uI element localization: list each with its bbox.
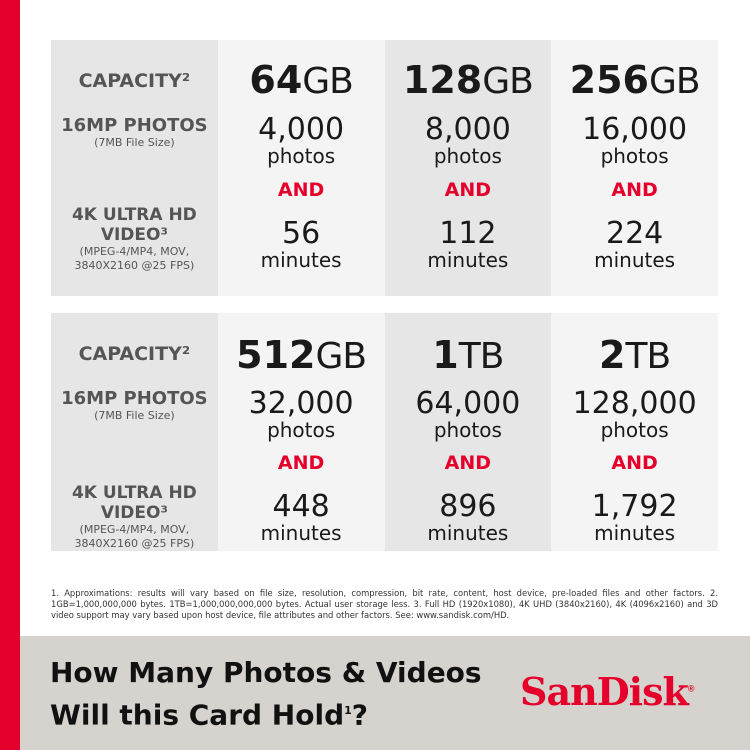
and-label: AND — [611, 179, 658, 201]
video-minutes: 1,792 minutes — [591, 489, 678, 545]
photos-label: 16MP PHOTOS (7MB File Size) — [61, 115, 208, 150]
capacity-value: 128GB — [402, 58, 534, 102]
video-minutes: 112 minutes — [427, 216, 509, 272]
video-label: 4K ULTRA HD VIDEO³ (MPEG-4/MP4, MOV, 3840… — [71, 205, 197, 272]
footnote: 1. Approximations: results will vary bas… — [51, 588, 718, 620]
footer-band: How Many Photos & Videos Will this Card … — [20, 636, 750, 750]
video-minutes: 896 minutes — [427, 489, 509, 545]
capacity-label: CAPACITY² — [78, 70, 191, 92]
capacity-value: 64GB — [249, 58, 353, 102]
capacity-column: 128GB 8,000 photos AND 112 minutes — [384, 40, 552, 296]
and-label: AND — [611, 452, 658, 474]
headline: How Many Photos & Videos Will this Card … — [50, 654, 482, 734]
headline-line2: Will this Card Hold — [50, 698, 345, 732]
photo-count: 32,000 photos — [248, 386, 354, 442]
photo-count: 64,000 photos — [415, 386, 521, 442]
photo-count: 128,000 photos — [572, 386, 697, 442]
video-minutes: 56 minutes — [260, 216, 342, 272]
video-label: 4K ULTRA HD VIDEO³ (MPEG-4/MP4, MOV, 3840… — [71, 483, 197, 550]
capacity-column: 256GB 16,000 photos AND 224 minutes — [551, 40, 718, 296]
and-label: AND — [277, 452, 325, 474]
footnote-ref: 1 — [344, 704, 352, 717]
capacity-table: CAPACITY² 16MP PHOTOS (7MB File Size) 4K … — [51, 313, 718, 551]
capacity-column: 1TB 64,000 photos AND 896 minutes — [384, 313, 552, 551]
capacity-value: 1TB — [432, 333, 504, 377]
capacity-value: 512GB — [236, 333, 367, 377]
video-minutes: 448 minutes — [260, 489, 342, 545]
photo-count: 8,000 photos — [424, 112, 511, 168]
and-label: AND — [444, 179, 492, 201]
headline-line1: How Many Photos & Videos — [50, 656, 482, 689]
capacity-value: 2TB — [599, 333, 671, 377]
label-column: CAPACITY² 16MP PHOTOS (7MB File Size) 4K … — [51, 40, 218, 296]
and-label: AND — [444, 452, 492, 474]
capacity-column: 2TB 128,000 photos AND 1,792 minutes — [551, 313, 718, 551]
video-minutes: 224 minutes — [594, 216, 676, 272]
capacity-value: 256GB — [569, 58, 701, 102]
label-column: CAPACITY² 16MP PHOTOS (7MB File Size) 4K … — [51, 313, 218, 551]
question-mark: ? — [351, 698, 369, 732]
photos-label: 16MP PHOTOS (7MB File Size) — [61, 388, 208, 423]
capacity-table: CAPACITY² 16MP PHOTOS (7MB File Size) 4K … — [51, 40, 718, 296]
photo-count: 4,000 photos — [258, 112, 345, 168]
capacity-column: 512GB 32,000 photos AND 448 minutes — [217, 313, 385, 551]
capacity-column: 64GB 4,000 photos AND 56 minutes — [217, 40, 385, 296]
sandisk-logo: SanDisk® — [520, 669, 694, 714]
photo-count: 16,000 photos — [582, 112, 688, 168]
capacity-label: CAPACITY² — [78, 343, 191, 365]
brand-red-bar — [0, 0, 20, 750]
and-label: AND — [277, 179, 325, 201]
